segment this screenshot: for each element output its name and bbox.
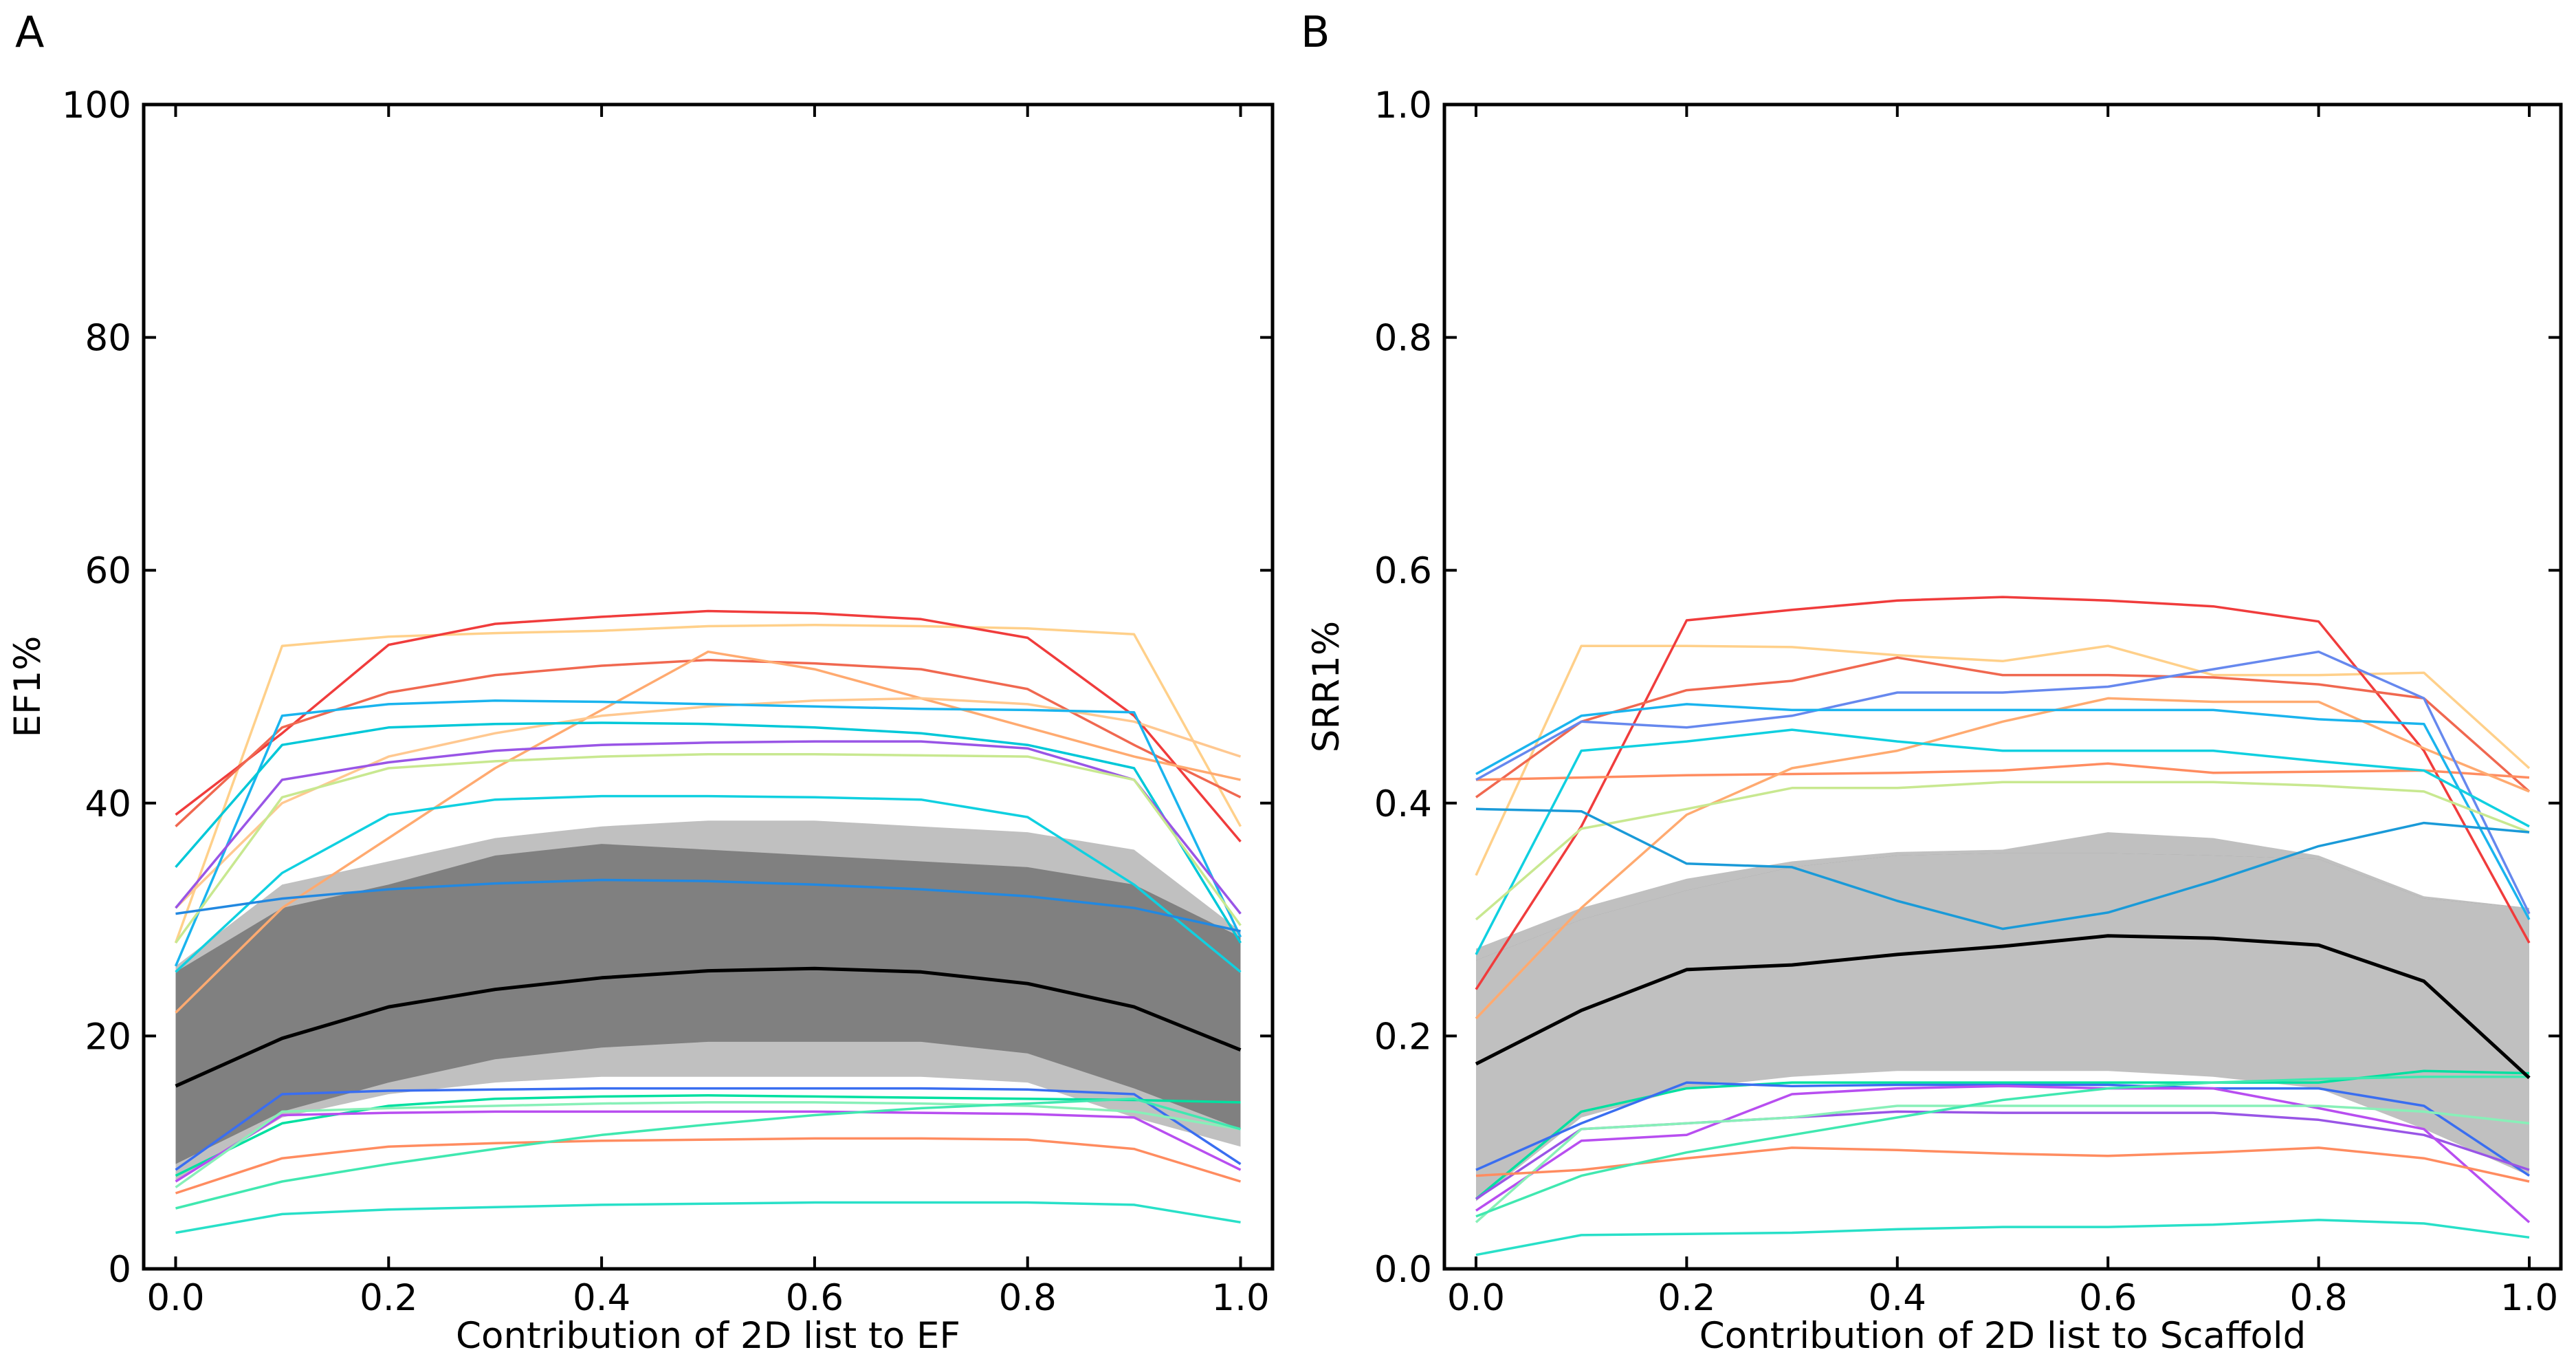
plot-frame: [1442, 102, 2563, 1271]
series-line-17: [175, 1098, 1241, 1210]
series-line-16: [175, 1137, 1242, 1195]
series-line-6: [174, 699, 1242, 967]
mean-line: [175, 966, 1242, 1088]
series-line-9: [1475, 781, 2530, 921]
series-line-3: [175, 658, 1242, 827]
plot-frame: [142, 102, 1275, 1271]
y-tick-label: 60: [85, 550, 131, 592]
series-line-13: [175, 1093, 1241, 1177]
y-tick-label: 0.8: [1374, 318, 1432, 360]
x-tick-label: 0.4: [573, 1277, 630, 1319]
series-line-15: [175, 1101, 1241, 1188]
series-line-18: [1475, 1219, 2530, 1256]
y-tick-label: 40: [85, 783, 131, 825]
x-axis-label: Contribution of 2D list to EF: [456, 1315, 960, 1357]
series-line-17: [1475, 1075, 2529, 1218]
x-tick-label: 0.0: [1447, 1277, 1505, 1319]
y-tick-label: 0.4: [1374, 783, 1432, 825]
x-tick-label: 0.2: [1658, 1277, 1715, 1319]
series-line-14: [1475, 1085, 2531, 1223]
range-band-3: [1476, 853, 2529, 1199]
x-tick-label: 0.0: [146, 1277, 204, 1319]
series-line-2: [1475, 596, 2531, 990]
series-line-1: [1475, 644, 2531, 876]
panel-a: A 0.0 0.2 0.4 0.6 0.8 1.0 0 20 40 60 80 100 Contribu…: [7, 7, 1275, 1357]
y-axis-label: SRR1%: [1306, 621, 1347, 752]
series-line-3: [1475, 656, 2531, 798]
series-line-4: [175, 650, 1241, 1014]
series-line-12: [175, 1087, 1242, 1171]
x-tick-label: 0.6: [786, 1277, 844, 1319]
y-tick-label: 1.0: [1374, 85, 1432, 127]
series-line-6: [1475, 650, 2531, 915]
series-line-1: [174, 624, 1242, 944]
series-line-2: [175, 609, 1242, 842]
x-tick-label: 1.0: [1211, 1277, 1269, 1319]
x-tick-label: 0.4: [1869, 1277, 1926, 1319]
series-line-18: [175, 1201, 1241, 1234]
series-line-8: [175, 740, 1242, 915]
series-line-13: [1475, 1110, 2530, 1200]
y-tick-label: 0: [108, 1249, 131, 1291]
series-line-8: [1475, 728, 2530, 955]
x-tick-label: 0.2: [360, 1277, 417, 1319]
y-tick-label: 0.2: [1374, 1016, 1432, 1058]
series-line-7: [175, 721, 1242, 944]
series-line-10: [1475, 807, 2530, 930]
y-tick-label: 80: [85, 318, 131, 360]
y-axis-label: EF1%: [7, 635, 49, 737]
x-tick-label: 1.0: [2500, 1277, 2558, 1319]
panel-letter-b: B: [1301, 7, 1330, 57]
series-line-14: [175, 1110, 1242, 1183]
series-line-16: [1475, 1146, 2530, 1183]
series-line-7: [1475, 703, 2531, 920]
x-axis-label: Contribution of 2D list to Scaffold: [1699, 1315, 2307, 1357]
panel-b: B 0.0 0.2 0.4 0.6 0.8 1.0 0.0 0.2 0.4 0.6 0.8 1.0 Co…: [1301, 7, 2563, 1357]
series-line-15: [1475, 1104, 2530, 1223]
x-tick-label: 0.6: [2079, 1277, 2137, 1319]
mean-line: [1475, 934, 2531, 1080]
series-line-11: [175, 878, 1241, 933]
y-tick-label: 0.6: [1374, 550, 1432, 592]
y-tick-label: 0.0: [1374, 1249, 1432, 1291]
panel-letter-a: A: [15, 7, 44, 57]
series-line-4: [1475, 762, 2530, 781]
range-band-2: [175, 844, 1241, 1164]
series-line-10: [175, 794, 1242, 973]
y-tick-label: 20: [85, 1016, 131, 1058]
series-line-9: [175, 752, 1242, 944]
x-tick-label: 0.8: [2289, 1277, 2347, 1319]
y-tick-label: 100: [62, 85, 131, 127]
x-tick-label: 0.8: [999, 1277, 1057, 1319]
